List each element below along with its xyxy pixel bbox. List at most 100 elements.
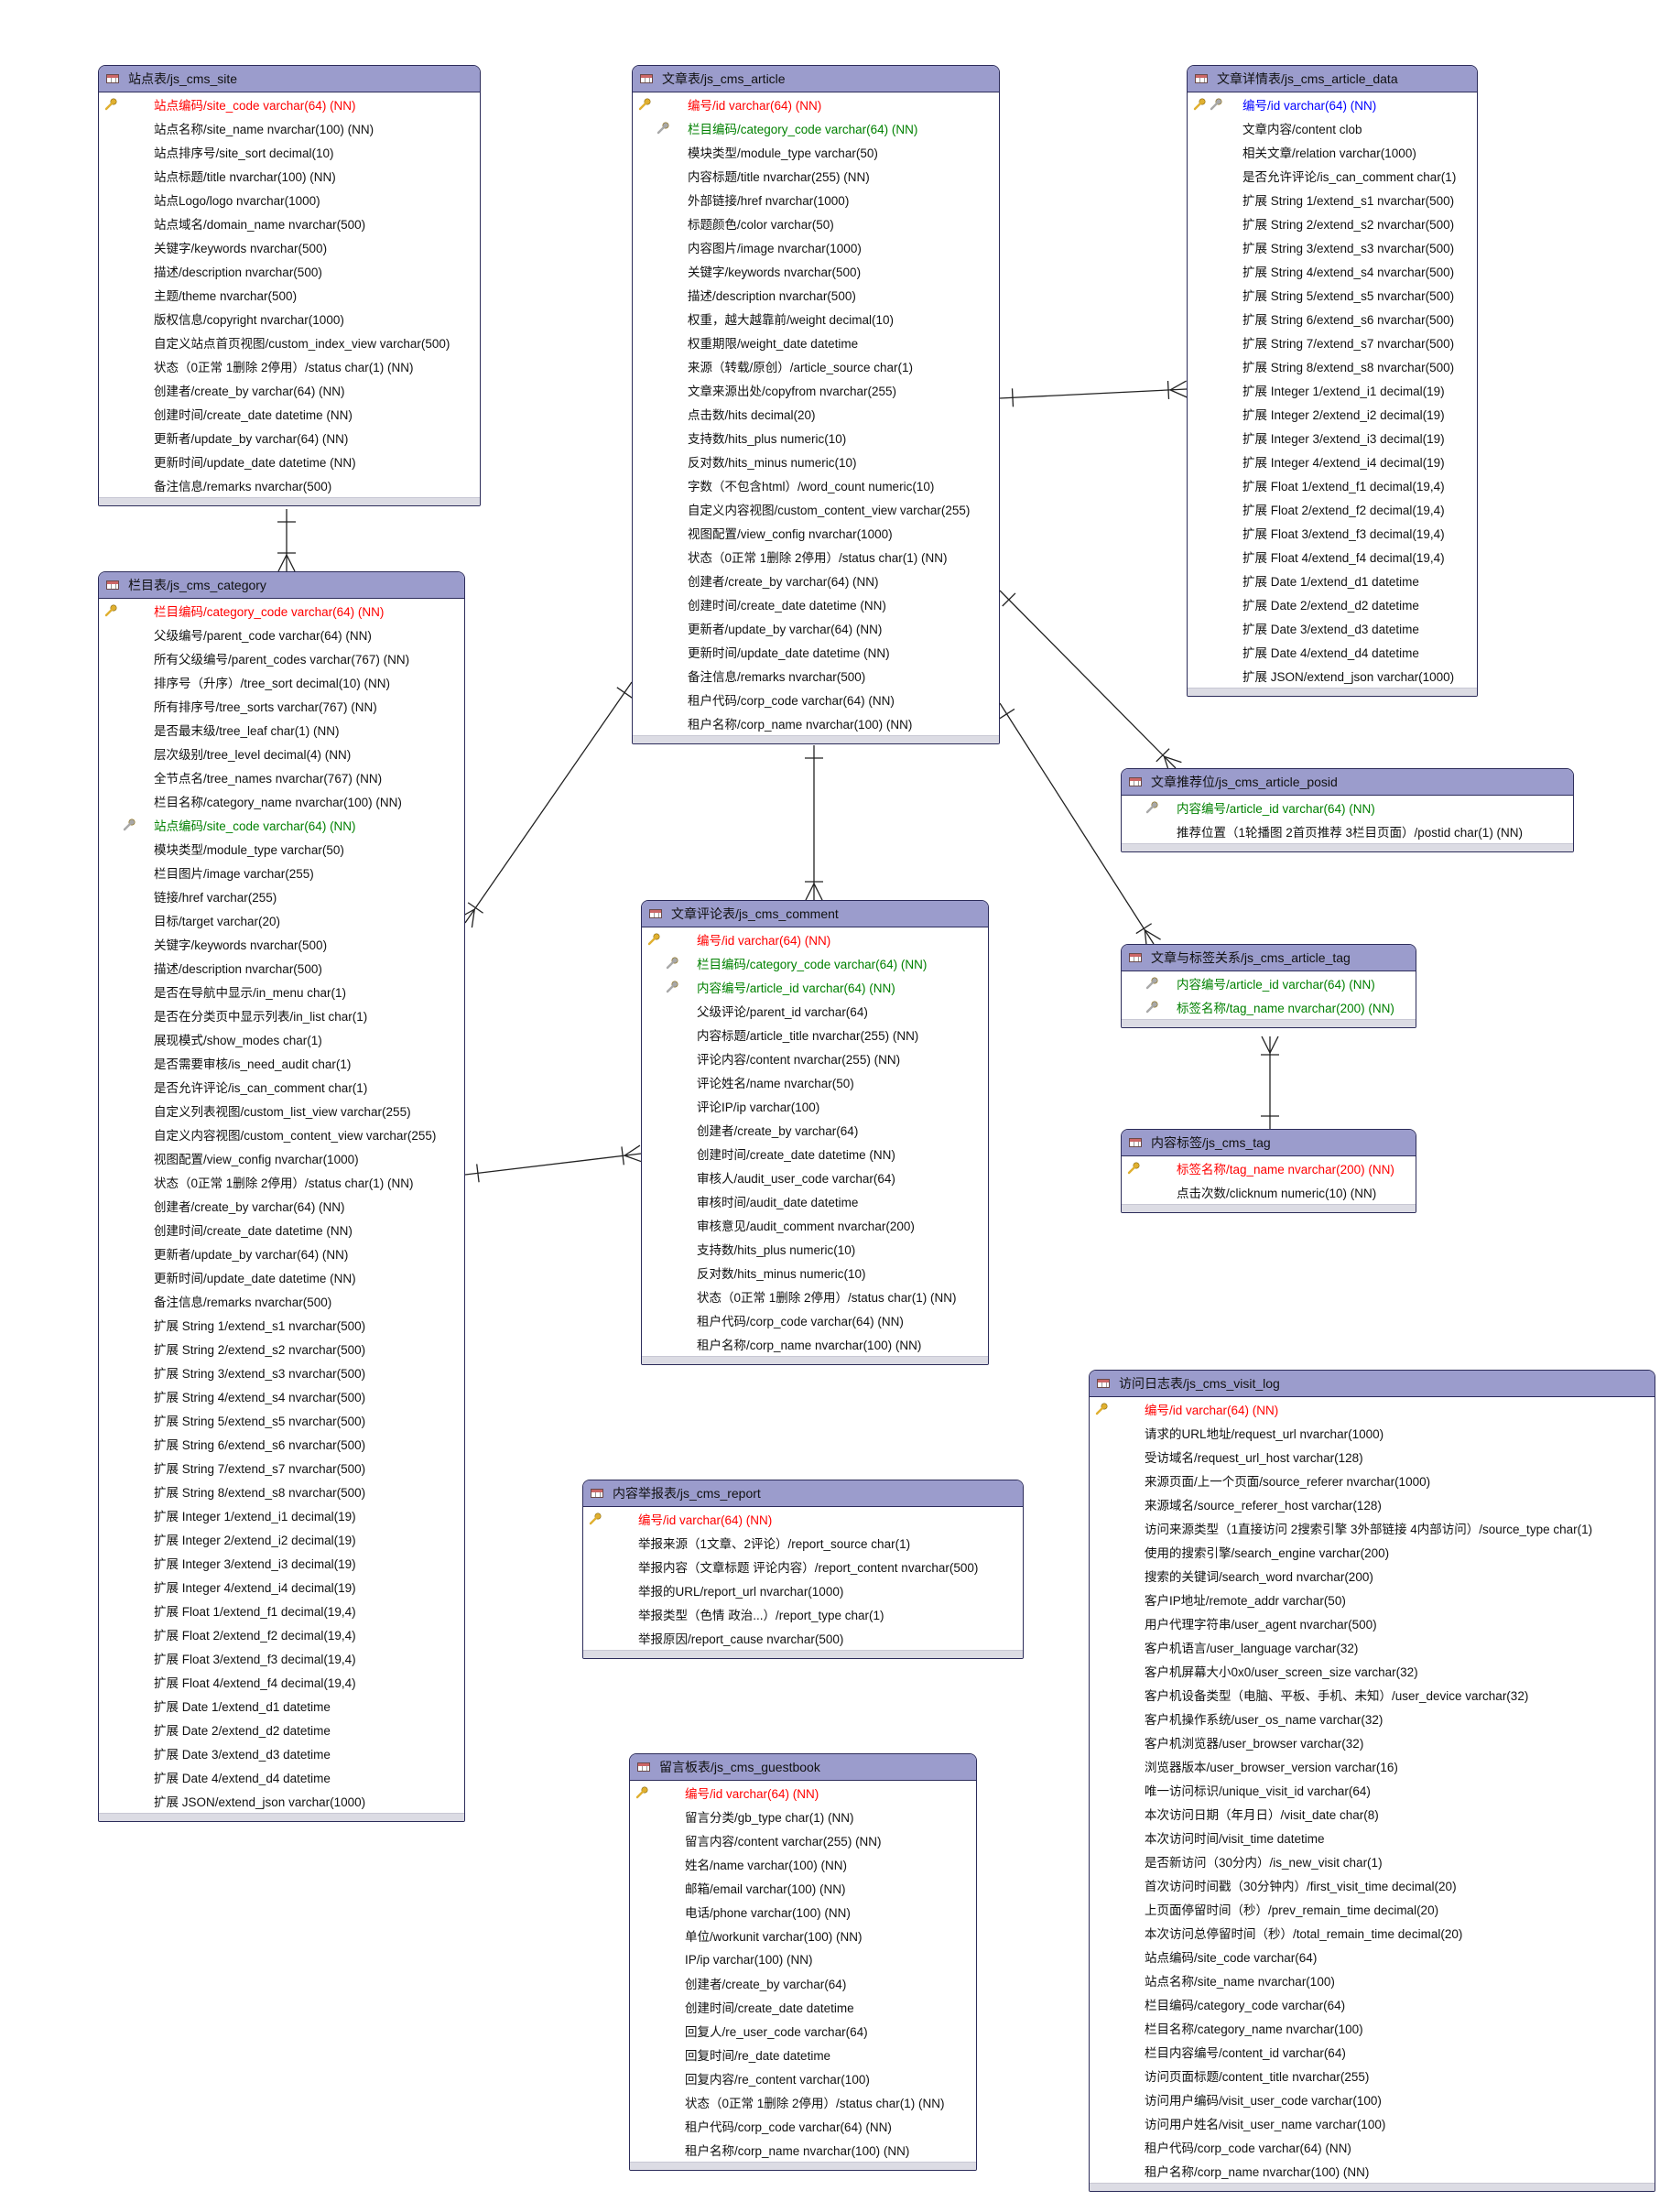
table-column[interactable]: 视图配置/view_config nvarchar(1000) xyxy=(99,1146,464,1170)
table-column[interactable]: 唯一访问标识/unique_visit_id varchar(64) xyxy=(1090,1778,1655,1802)
table-column[interactable]: 用户代理字符串/user_agent nvarchar(500) xyxy=(1090,1611,1655,1635)
table-column[interactable]: 租户代码/corp_code varchar(64) (NN) xyxy=(642,1308,988,1332)
table-column[interactable]: 站点域名/domain_name nvarchar(500) xyxy=(99,211,480,235)
table-column[interactable]: 租户名称/corp_name nvarchar(100) (NN) xyxy=(642,1332,988,1356)
table-column[interactable]: 客户机浏览器/user_browser varchar(32) xyxy=(1090,1730,1655,1754)
table-column[interactable]: 回复人/re_user_code varchar(64) xyxy=(630,2019,976,2043)
table-column[interactable]: 文章来源出处/copyfrom nvarchar(255) xyxy=(633,378,999,402)
table-header[interactable]: 内容标签/js_cms_tag xyxy=(1122,1130,1416,1156)
foreign-key-column[interactable]: 内容编号/article_id varchar(64) (NN) xyxy=(1122,971,1416,995)
table-column[interactable]: 父级评论/parent_id varchar(64) xyxy=(642,999,988,1023)
table-column[interactable]: 自定义内容视图/custom_content_view varchar(255) xyxy=(99,1122,464,1146)
table-column[interactable]: 版权信息/copyright nvarchar(1000) xyxy=(99,307,480,331)
table-column[interactable]: 扩展 Integer 3/extend_i3 decimal(19) xyxy=(99,1551,464,1575)
table-article-posid[interactable]: 文章推荐位/js_cms_article_posid 内容编号/article_i… xyxy=(1121,768,1574,852)
table-header[interactable]: 访问日志表/js_cms_visit_log xyxy=(1090,1371,1655,1397)
table-column[interactable]: 来源（转载/原创）/article_source char(1) xyxy=(633,354,999,378)
table-column[interactable]: 所有排序号/tree_sorts varchar(767) (NN) xyxy=(99,694,464,718)
table-column[interactable]: 租户代码/corp_code varchar(64) (NN) xyxy=(633,688,999,711)
table-column[interactable]: 创建时间/create_date datetime (NN) xyxy=(642,1142,988,1166)
primary-key-column[interactable]: 栏目编码/category_code varchar(64) (NN) xyxy=(99,599,464,623)
table-column[interactable]: 模块类型/module_type varchar(50) xyxy=(633,140,999,164)
table-tag[interactable]: 内容标签/js_cms_tag 标签名称/tag_name nvarchar(20… xyxy=(1121,1129,1416,1213)
table-column[interactable]: 租户名称/corp_name nvarchar(100) (NN) xyxy=(633,711,999,735)
foreign-key-column[interactable]: 站点编码/site_code varchar(64) (NN) xyxy=(99,813,464,837)
table-column[interactable]: 父级编号/parent_code varchar(64) (NN) xyxy=(99,623,464,646)
table-column[interactable]: 扩展 Integer 1/extend_i1 decimal(19) xyxy=(1188,378,1477,402)
table-column[interactable]: 访问用户编码/visit_user_code varchar(100) xyxy=(1090,2087,1655,2111)
table-column[interactable]: 上页面停留时间（秒）/prev_remain_time decimal(20) xyxy=(1090,1897,1655,1921)
primary-key-column[interactable]: 站点编码/site_code varchar(64) (NN) xyxy=(99,92,480,116)
table-column[interactable]: 租户代码/corp_code varchar(64) (NN) xyxy=(1090,2135,1655,2159)
table-column[interactable]: 栏目图片/image varchar(255) xyxy=(99,861,464,884)
table-column[interactable]: 状态（0正常 1删除 2停用）/status char(1) (NN) xyxy=(630,2090,976,2114)
table-column[interactable]: 举报内容（文章标题 评论内容）/report_content nvarchar(… xyxy=(583,1555,1023,1578)
table-column[interactable]: 反对数/hits_minus numeric(10) xyxy=(642,1261,988,1285)
table-column[interactable]: 扩展 String 6/extend_s6 nvarchar(500) xyxy=(1188,307,1477,331)
table-column[interactable]: 扩展 Date 3/extend_d3 datetime xyxy=(1188,616,1477,640)
table-article[interactable]: 文章表/js_cms_article 编号/id varchar(64) (NN)… xyxy=(632,65,1000,744)
table-column[interactable]: 评论IP/ip varchar(100) xyxy=(642,1094,988,1118)
table-column[interactable]: 点击数/hits decimal(20) xyxy=(633,402,999,426)
table-column[interactable]: 创建时间/create_date datetime (NN) xyxy=(99,1218,464,1242)
table-column[interactable]: 扩展 String 4/extend_s4 nvarchar(500) xyxy=(1188,259,1477,283)
table-column[interactable]: 扩展 Date 1/extend_d1 datetime xyxy=(99,1694,464,1718)
table-column[interactable]: 受访域名/request_url_host varchar(128) xyxy=(1090,1445,1655,1469)
table-column[interactable]: 是否最末级/tree_leaf char(1) (NN) xyxy=(99,718,464,742)
table-column[interactable]: 审核人/audit_user_code varchar(64) xyxy=(642,1166,988,1189)
table-column[interactable]: 站点Logo/logo nvarchar(1000) xyxy=(99,188,480,211)
table-column[interactable]: 扩展 JSON/extend_json varchar(1000) xyxy=(1188,664,1477,688)
table-column[interactable]: 扩展 String 2/extend_s2 nvarchar(500) xyxy=(99,1337,464,1361)
table-column[interactable]: 搜索的关键词/search_word nvarchar(200) xyxy=(1090,1564,1655,1588)
table-column[interactable]: 标题颜色/color varchar(50) xyxy=(633,211,999,235)
table-column[interactable]: 更新时间/update_date datetime (NN) xyxy=(99,450,480,473)
table-column[interactable]: 站点编码/site_code varchar(64) xyxy=(1090,1945,1655,1968)
table-column[interactable]: 更新者/update_by varchar(64) (NN) xyxy=(633,616,999,640)
table-column[interactable]: 扩展 Integer 2/extend_i2 decimal(19) xyxy=(1188,402,1477,426)
table-column[interactable]: 访问来源类型（1直接访问 2搜索引擎 3外部链接 4内部访问）/source_t… xyxy=(1090,1516,1655,1540)
table-column[interactable]: 扩展 String 1/extend_s1 nvarchar(500) xyxy=(99,1313,464,1337)
table-column[interactable]: 扩展 Float 1/extend_f1 decimal(19,4) xyxy=(1188,473,1477,497)
table-column[interactable]: 扩展 String 7/extend_s7 nvarchar(500) xyxy=(99,1456,464,1480)
table-column[interactable]: 自定义站点首页视图/custom_index_view varchar(500) xyxy=(99,331,480,354)
table-column[interactable]: 权重期限/weight_date datetime xyxy=(633,331,999,354)
table-column[interactable]: 关键字/keywords nvarchar(500) xyxy=(633,259,999,283)
table-column[interactable]: 文章内容/content clob xyxy=(1188,116,1477,140)
table-column[interactable]: 是否允许评论/is_can_comment char(1) xyxy=(1188,164,1477,188)
table-column[interactable]: 评论姓名/name nvarchar(50) xyxy=(642,1070,988,1094)
table-column[interactable]: 自定义内容视图/custom_content_view varchar(255) xyxy=(633,497,999,521)
table-header[interactable]: 文章评论表/js_cms_comment xyxy=(642,901,988,927)
table-column[interactable]: 审核时间/audit_date datetime xyxy=(642,1189,988,1213)
table-column[interactable]: 请求的URL地址/request_url nvarchar(1000) xyxy=(1090,1421,1655,1445)
table-column[interactable]: 点击次数/clicknum numeric(10) (NN) xyxy=(1122,1180,1416,1204)
table-column[interactable]: 推荐位置（1轮播图 2首页推荐 3栏目页面）/postid char(1) (N… xyxy=(1122,819,1573,843)
table-column[interactable]: 支持数/hits_plus numeric(10) xyxy=(633,426,999,450)
table-column[interactable]: 本次访问时间/visit_time datetime xyxy=(1090,1826,1655,1849)
table-column[interactable]: 创建者/create_by varchar(64) xyxy=(642,1118,988,1142)
table-column[interactable]: 创建者/create_by varchar(64) xyxy=(630,1971,976,1995)
table-column[interactable]: 扩展 Float 2/extend_f2 decimal(19,4) xyxy=(99,1622,464,1646)
table-site[interactable]: 站点表/js_cms_site 站点编码/site_code varchar(64… xyxy=(98,65,481,506)
table-column[interactable]: 备注信息/remarks nvarchar(500) xyxy=(99,473,480,497)
table-column[interactable]: 扩展 Float 3/extend_f3 decimal(19,4) xyxy=(99,1646,464,1670)
table-guestbook[interactable]: 留言板表/js_cms_guestbook 编号/id varchar(64) (… xyxy=(629,1753,977,2171)
table-header[interactable]: 文章与标签关系/js_cms_article_tag xyxy=(1122,945,1416,971)
table-column[interactable]: 客户机设备类型（电脑、平板、手机、未知）/user_device varchar… xyxy=(1090,1683,1655,1707)
table-column[interactable]: 客户IP地址/remote_addr varchar(50) xyxy=(1090,1588,1655,1611)
table-column[interactable]: 扩展 Integer 4/extend_i4 decimal(19) xyxy=(1188,450,1477,473)
table-column[interactable]: 浏览器版本/user_browser_version varchar(16) xyxy=(1090,1754,1655,1778)
table-column[interactable]: 描述/description nvarchar(500) xyxy=(99,259,480,283)
table-article-tag[interactable]: 文章与标签关系/js_cms_article_tag 内容编号/article_i… xyxy=(1121,944,1416,1028)
table-column[interactable]: 扩展 Date 1/extend_d1 datetime xyxy=(1188,569,1477,592)
table-column[interactable]: 举报的URL/report_url nvarchar(1000) xyxy=(583,1578,1023,1602)
table-column[interactable]: 扩展 Date 4/extend_d4 datetime xyxy=(1188,640,1477,664)
table-column[interactable]: 所有父级编号/parent_codes varchar(767) (NN) xyxy=(99,646,464,670)
table-column[interactable]: 扩展 Float 4/extend_f4 decimal(19,4) xyxy=(99,1670,464,1694)
table-column[interactable]: 扩展 Integer 3/extend_i3 decimal(19) xyxy=(1188,426,1477,450)
table-column[interactable]: 扩展 Integer 2/extend_i2 decimal(19) xyxy=(99,1527,464,1551)
table-column[interactable]: 访问用户姓名/visit_user_name varchar(100) xyxy=(1090,2111,1655,2135)
table-column[interactable]: 来源域名/source_referer_host varchar(128) xyxy=(1090,1492,1655,1516)
table-column[interactable]: 扩展 Date 2/extend_d2 datetime xyxy=(1188,592,1477,616)
table-column[interactable]: 栏目名称/category_name nvarchar(100) (NN) xyxy=(99,789,464,813)
table-column[interactable]: 客户机屏幕大小0x0/user_screen_size varchar(32) xyxy=(1090,1659,1655,1683)
